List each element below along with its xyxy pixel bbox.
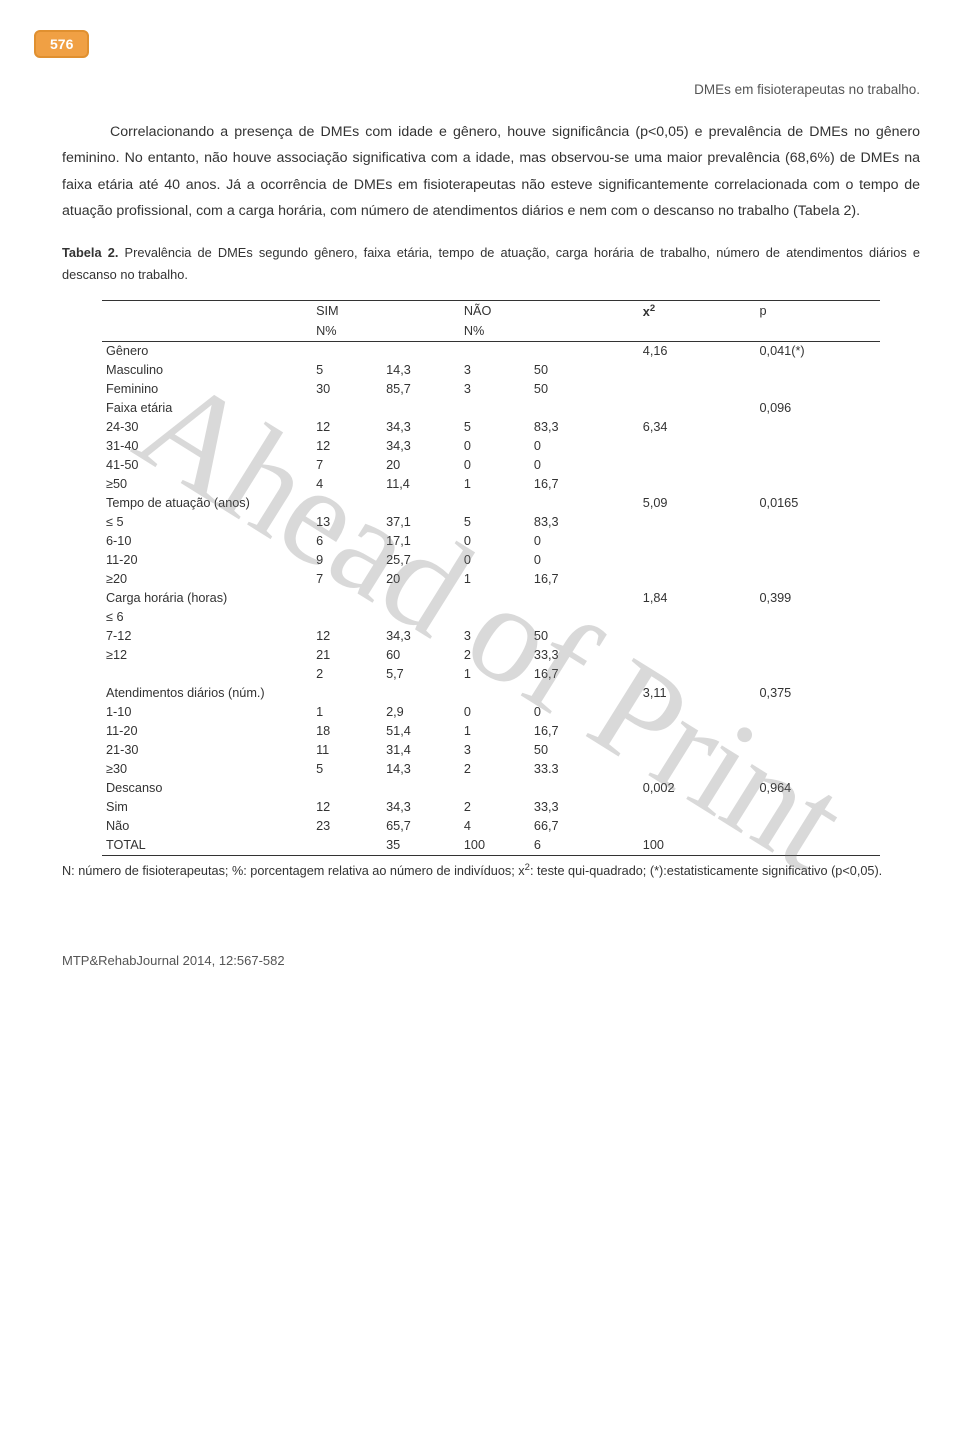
running-title: DMEs em fisioterapeutas no trabalho. [62, 82, 920, 97]
table-container: Ahead of Print SIMNÃOx2pN%N%Gênero4,160,… [62, 300, 920, 856]
caption-text: Prevalência de DMEs segundo gênero, faix… [62, 245, 920, 282]
page-number-badge: 576 [34, 30, 89, 58]
table-caption: Tabela 2. Prevalência de DMEs segundo gê… [62, 242, 920, 286]
caption-label: Tabela 2. [62, 245, 118, 260]
body-paragraph: Correlacionando a presença de DMEs com i… [62, 119, 920, 224]
page-footer: MTP&RehabJournal 2014, 12:567-582 [62, 953, 920, 968]
table-footnote: N: número de fisioterapeutas; %: porcent… [62, 860, 920, 883]
data-table: SIMNÃOx2pN%N%Gênero4,160,041(*)Masculino… [102, 300, 880, 856]
